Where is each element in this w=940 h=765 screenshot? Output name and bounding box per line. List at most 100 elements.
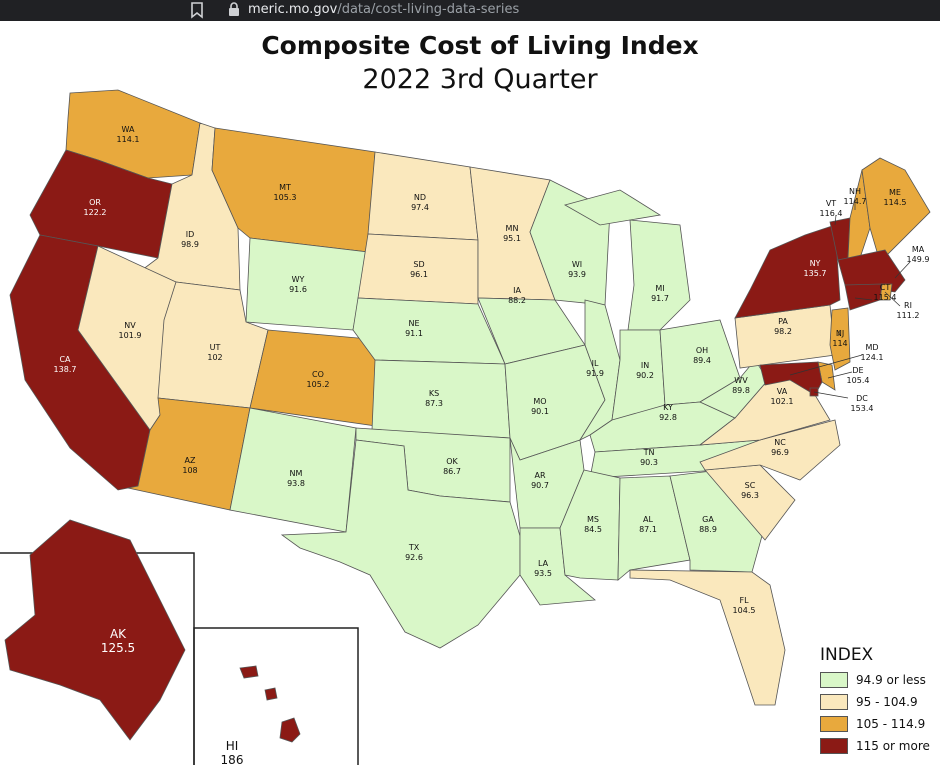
state-sd[interactable] <box>357 233 479 305</box>
state-value-label: 91.9 <box>586 369 604 378</box>
state-value-label: 90.3 <box>640 458 658 467</box>
leader-line <box>834 214 837 226</box>
state-hi[interactable] <box>239 665 301 743</box>
legend-item: 95 - 104.9 <box>820 691 938 713</box>
leader-line <box>813 391 849 399</box>
state-code-label: VA <box>777 387 788 396</box>
state-code-label: NC <box>774 438 786 447</box>
state-value-label: 115.4 <box>874 293 897 302</box>
state-code-label: NJ <box>836 329 844 338</box>
state-value-label: 91.7 <box>651 294 669 303</box>
state-fl[interactable] <box>629 569 786 706</box>
state-value-label: 105.4 <box>847 376 870 385</box>
state-value-label: 89.8 <box>732 386 750 395</box>
state-me[interactable] <box>861 157 931 263</box>
state-code-label: NY <box>810 259 821 268</box>
legend-title: INDEX <box>820 645 874 665</box>
state-value-label: 86.7 <box>443 467 461 476</box>
state-wy[interactable] <box>245 237 369 331</box>
state-value-label: 122.2 <box>84 208 107 217</box>
leader-line <box>894 261 911 279</box>
legend-item: 94.9 or less <box>820 669 938 691</box>
state-code-label: CA <box>59 355 71 364</box>
state-code-label: AZ <box>185 456 196 465</box>
state-value-label: 92.6 <box>405 553 423 562</box>
state-value-label: 96.1 <box>410 270 428 279</box>
leader-line <box>827 371 853 379</box>
legend-label: 95 - 104.9 <box>856 695 918 709</box>
state-code-label: MN <box>506 224 519 233</box>
state-code-label: SD <box>413 260 424 269</box>
state-code-label: WA <box>122 125 135 134</box>
legend: INDEX 94.9 or less 95 - 104.9 105 - 114.9 1… <box>820 645 938 757</box>
state-al[interactable] <box>617 475 691 581</box>
url-field[interactable]: meric.mo.gov/data/cost-living-data-serie… <box>248 2 519 18</box>
state-value-label: 105.3 <box>274 193 297 202</box>
state-ak[interactable] <box>4 519 186 741</box>
state-code-label: IL <box>592 359 599 368</box>
state-value-label: 125.5 <box>101 641 135 655</box>
state-code-label: MA <box>912 245 925 254</box>
state-value-label: 98.2 <box>774 327 792 336</box>
state-code-label: PA <box>778 317 788 326</box>
state-code-label: NM <box>290 469 303 478</box>
state-value-label: 88.9 <box>699 525 717 534</box>
leader-line <box>854 297 873 301</box>
state-value-label: 114.1 <box>117 135 140 144</box>
legend-swatch <box>820 716 848 732</box>
state-code-label: WI <box>572 260 582 269</box>
map-title: Composite Cost of Living Index <box>261 31 699 60</box>
state-value-label: 97.4 <box>411 203 429 212</box>
state-value-label: 91.6 <box>289 285 307 294</box>
state-code-label: WY <box>292 275 305 284</box>
state-ct[interactable] <box>844 283 883 311</box>
state-code-label: KS <box>429 389 439 398</box>
browser-address-bar: meric.mo.gov/data/cost-living-data-serie… <box>0 0 940 21</box>
state-nh[interactable] <box>847 169 871 259</box>
state-value-label: 105.2 <box>307 380 330 389</box>
state-value-label: 98.9 <box>181 240 199 249</box>
state-value-label: 93.5 <box>534 569 552 578</box>
state-value-label: 92.8 <box>659 413 677 422</box>
state-nj[interactable] <box>829 307 851 371</box>
legend-label: 94.9 or less <box>856 673 926 687</box>
state-mo[interactable] <box>504 344 606 461</box>
state-code-label: HI <box>226 739 239 753</box>
state-ma[interactable] <box>837 249 906 293</box>
state-value-label: 90.1 <box>531 407 549 416</box>
state-ny[interactable] <box>734 224 841 319</box>
state-code-label: ME <box>889 188 901 197</box>
state-value-label: 138.7 <box>54 365 77 374</box>
state-value-label: 88.2 <box>508 296 526 305</box>
state-code-label: NE <box>408 319 419 328</box>
state-code-label: MD <box>865 343 878 352</box>
state-code-label: FL <box>739 596 749 605</box>
state-code-label: TN <box>643 448 655 457</box>
state-tx[interactable] <box>280 439 521 649</box>
state-value-label: 102.1 <box>771 397 794 406</box>
state-value-label: 114.5 <box>884 198 907 207</box>
state-value-label: 96.3 <box>741 491 759 500</box>
state-value-label: 114 <box>832 339 847 348</box>
state-value-label: 84.5 <box>584 525 602 534</box>
state-value-label: 104.5 <box>733 606 756 615</box>
legend-swatch <box>820 694 848 710</box>
state-code-label: ND <box>414 193 426 202</box>
state-code-label: OK <box>446 457 458 466</box>
state-code-label: GA <box>702 515 714 524</box>
state-value-label: 87.1 <box>639 525 657 534</box>
state-value-label: 93.9 <box>568 270 586 279</box>
state-code-label: MO <box>533 397 546 406</box>
state-code-label: DC <box>856 394 868 403</box>
state-value-label: 135.7 <box>804 269 827 278</box>
state-value-label: 90.2 <box>636 371 654 380</box>
state-code-label: AK <box>110 627 127 641</box>
state-code-label: MI <box>655 284 664 293</box>
bookmark-icon[interactable] <box>190 1 204 19</box>
legend-swatch <box>820 738 848 754</box>
state-value-label: 116.4 <box>820 209 843 218</box>
state-value-label: 102 <box>207 353 222 362</box>
state-value-label: 89.4 <box>693 356 711 365</box>
legend-item: 115 or more <box>820 735 938 757</box>
